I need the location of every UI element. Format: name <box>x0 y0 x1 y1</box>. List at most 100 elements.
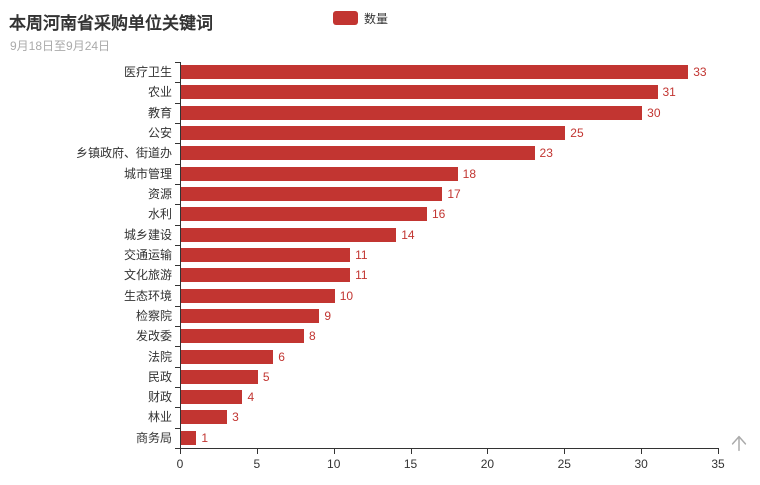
value-label: 11 <box>355 247 368 262</box>
y-axis-tick <box>175 346 180 348</box>
x-axis-tick <box>487 449 489 454</box>
y-axis-tick <box>175 407 180 409</box>
category-label: 检察院 <box>135 308 172 323</box>
bar[interactable] <box>181 288 335 303</box>
bar-row: 城乡建设 14 <box>124 225 719 245</box>
y-axis-tick <box>175 224 180 226</box>
x-axis-tick-label: 35 <box>711 457 725 471</box>
bar[interactable] <box>181 430 197 445</box>
y-axis-tick <box>175 305 180 307</box>
y-axis-tick <box>175 143 180 145</box>
category-label: 民政 <box>147 369 172 384</box>
category-label: 水利 <box>147 207 172 222</box>
value-label: 5 <box>262 369 270 384</box>
value-label: 33 <box>693 65 707 80</box>
y-axis-tick <box>175 62 180 63</box>
bar-row: 法院 6 <box>148 346 719 366</box>
bar[interactable] <box>181 65 689 80</box>
category-label: 交通运输 <box>123 247 172 262</box>
value-label: 25 <box>570 126 584 141</box>
bar-row: 农业 31 <box>148 82 719 102</box>
y-axis-tick <box>175 265 180 267</box>
bar-row: 民政 5 <box>148 367 719 387</box>
value-label: 3 <box>232 410 239 425</box>
x-axis-tick-label: 20 <box>480 457 495 471</box>
value-label: 6 <box>278 349 285 364</box>
bar-row: 林业 3 <box>148 407 719 427</box>
bar[interactable] <box>181 329 304 344</box>
value-label: 1 <box>201 430 209 445</box>
x-axis-tick <box>333 449 335 454</box>
bar[interactable] <box>181 166 458 181</box>
category-label: 财政 <box>147 390 172 405</box>
bar[interactable] <box>181 187 443 202</box>
page-title: 本周河南省采购单位关键词 <box>9 14 213 33</box>
bar[interactable] <box>181 146 535 161</box>
y-axis-tick <box>175 102 180 104</box>
bar[interactable] <box>181 207 427 222</box>
y-axis-tick <box>175 427 180 429</box>
bar[interactable] <box>181 390 243 405</box>
bar[interactable] <box>181 227 397 242</box>
plot-area: 医疗卫生 33 农业 31 教育 30 公安 25 乡镇政府、街道办 23 城市管理 18 资源 17 水利… <box>76 62 719 449</box>
value-label: 18 <box>462 166 477 181</box>
x-axis-tick <box>564 449 566 454</box>
bar[interactable] <box>181 369 258 384</box>
value-label: 30 <box>647 105 661 120</box>
bar-row: 检察院 9 <box>136 306 719 326</box>
category-label: 商务局 <box>135 430 172 445</box>
bar-row: 文化旅游 11 <box>124 265 719 285</box>
category-label: 乡镇政府、街道办 <box>75 146 172 161</box>
y-axis-tick <box>175 163 180 165</box>
x-axis-tick-label: 5 <box>253 457 261 471</box>
category-label: 城市管理 <box>123 166 172 181</box>
bar-row: 资源 17 <box>148 184 719 204</box>
value-label: 23 <box>539 146 553 161</box>
bar[interactable] <box>181 308 320 323</box>
bar-row: 水利 16 <box>148 204 719 224</box>
bar-row: 发改委 8 <box>136 326 719 346</box>
y-axis-tick <box>175 204 180 206</box>
value-label: 17 <box>447 187 461 202</box>
bar[interactable] <box>181 85 658 100</box>
bar-row: 交通运输 11 <box>124 245 719 265</box>
x-axis-tick-label: 15 <box>403 457 418 471</box>
up-arrow-icon[interactable] <box>726 430 752 456</box>
category-label: 文化旅游 <box>123 268 172 283</box>
bar[interactable] <box>181 349 274 364</box>
y-axis-tick <box>175 448 180 449</box>
category-label: 农业 <box>147 85 172 100</box>
y-axis-tick <box>175 183 180 185</box>
bar-row: 医疗卫生 33 <box>124 62 719 82</box>
x-axis-tick-label: 10 <box>327 457 341 471</box>
x-axis-tick-label: 30 <box>634 457 648 471</box>
x-axis-tick <box>180 449 181 454</box>
legend-marker-icon <box>333 11 358 25</box>
category-label: 城乡建设 <box>123 227 172 242</box>
bar[interactable] <box>181 126 566 141</box>
value-label: 8 <box>308 329 316 344</box>
legend-item-quantity[interactable]: 数量 <box>333 10 388 26</box>
bar-row: 财政 4 <box>148 387 719 407</box>
x-axis: 0 5 10 15 20 25 30 35 <box>177 448 725 478</box>
x-axis-tick <box>718 449 719 454</box>
bar-row: 城市管理 18 <box>124 164 719 184</box>
value-label: 10 <box>339 288 354 303</box>
bar[interactable] <box>181 105 643 120</box>
category-label: 林业 <box>147 410 172 425</box>
y-axis-tick <box>175 285 180 287</box>
legend-label: 数量 <box>364 11 389 26</box>
bar[interactable] <box>181 247 351 262</box>
y-axis-tick <box>175 82 180 84</box>
y-axis-tick <box>175 387 180 389</box>
y-axis-tick <box>175 244 180 246</box>
value-label: 9 <box>324 308 332 323</box>
category-label: 法院 <box>147 349 172 364</box>
bar[interactable] <box>181 410 228 425</box>
bar[interactable] <box>181 268 351 283</box>
page-subtitle: 9月18日至9月24日 <box>10 39 111 53</box>
bar-row: 乡镇政府、街道办 23 <box>76 143 719 163</box>
value-label: 31 <box>662 85 676 100</box>
bar-row: 教育 30 <box>148 103 719 123</box>
